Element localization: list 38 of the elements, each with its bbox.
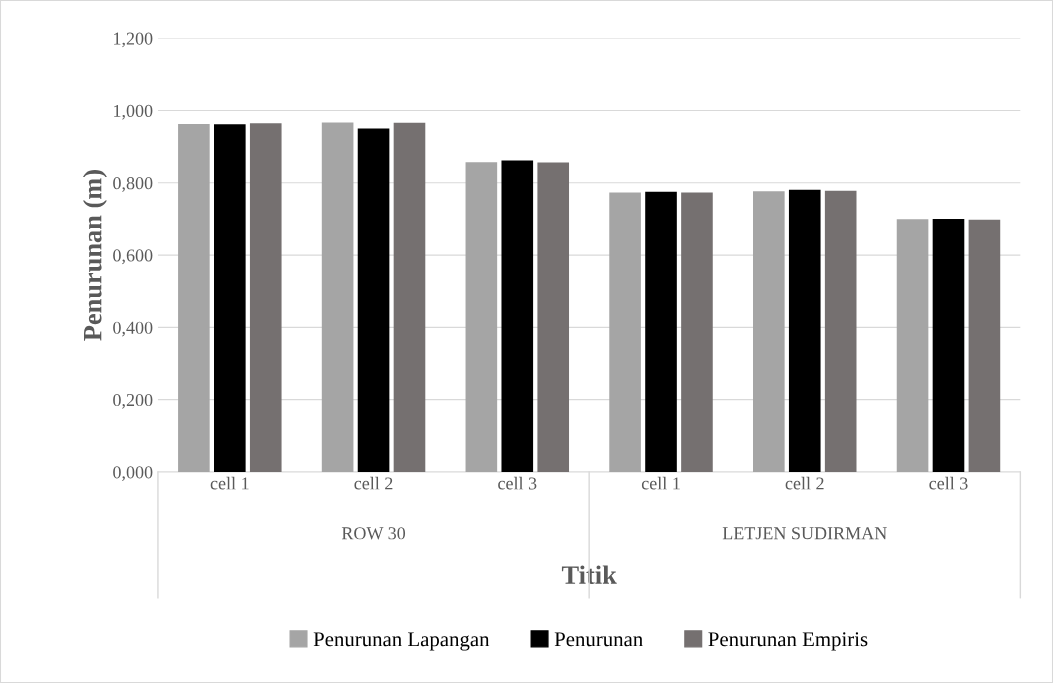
bar bbox=[968, 219, 1001, 472]
bar bbox=[465, 162, 498, 472]
bar bbox=[501, 160, 534, 472]
bar bbox=[357, 128, 390, 472]
x-tick-label: cell 3 bbox=[498, 476, 537, 490]
y-tick-label: 1,200 bbox=[114, 32, 153, 48]
y-tick-label: 0,000 bbox=[113, 466, 153, 481]
x-axis-title: Titik bbox=[561, 565, 617, 584]
bar bbox=[393, 122, 426, 472]
y-tick-label: 0,400 bbox=[113, 321, 153, 337]
text: LETJEN SUDIRMAN bbox=[722, 527, 887, 540]
legend-label: Penurunan Lapangan bbox=[313, 632, 490, 651]
bar bbox=[249, 123, 282, 472]
y-axis-title: Penurunan (m) bbox=[82, 170, 107, 341]
y-tick-label: 0,800 bbox=[113, 177, 153, 192]
bar bbox=[824, 190, 857, 472]
bar bbox=[932, 218, 965, 472]
bar bbox=[645, 191, 677, 472]
text: ROW 30 bbox=[341, 527, 406, 540]
bar bbox=[609, 192, 641, 472]
x-tick-label: cell 3 bbox=[929, 476, 968, 490]
x-tick-label: cell 2 bbox=[354, 476, 393, 490]
y-tick-label: 0,600 bbox=[113, 249, 153, 265]
bar bbox=[321, 122, 354, 472]
x-tick-label: cell 1 bbox=[210, 476, 249, 490]
bar bbox=[753, 191, 785, 472]
bar bbox=[896, 219, 929, 472]
y-tick-label: 0,200 bbox=[113, 393, 153, 409]
legend-label: Penurunan Empiris bbox=[708, 632, 868, 651]
bar bbox=[214, 124, 246, 472]
y-tick-label: 1,000 bbox=[114, 104, 153, 120]
bar bbox=[788, 189, 821, 472]
bar bbox=[537, 162, 570, 472]
x-tick-label: cell 1 bbox=[641, 476, 680, 490]
bar bbox=[178, 123, 210, 472]
legend-label: Penurunan bbox=[554, 632, 643, 647]
x-tick-label: cell 2 bbox=[785, 476, 824, 490]
bar bbox=[681, 192, 713, 472]
